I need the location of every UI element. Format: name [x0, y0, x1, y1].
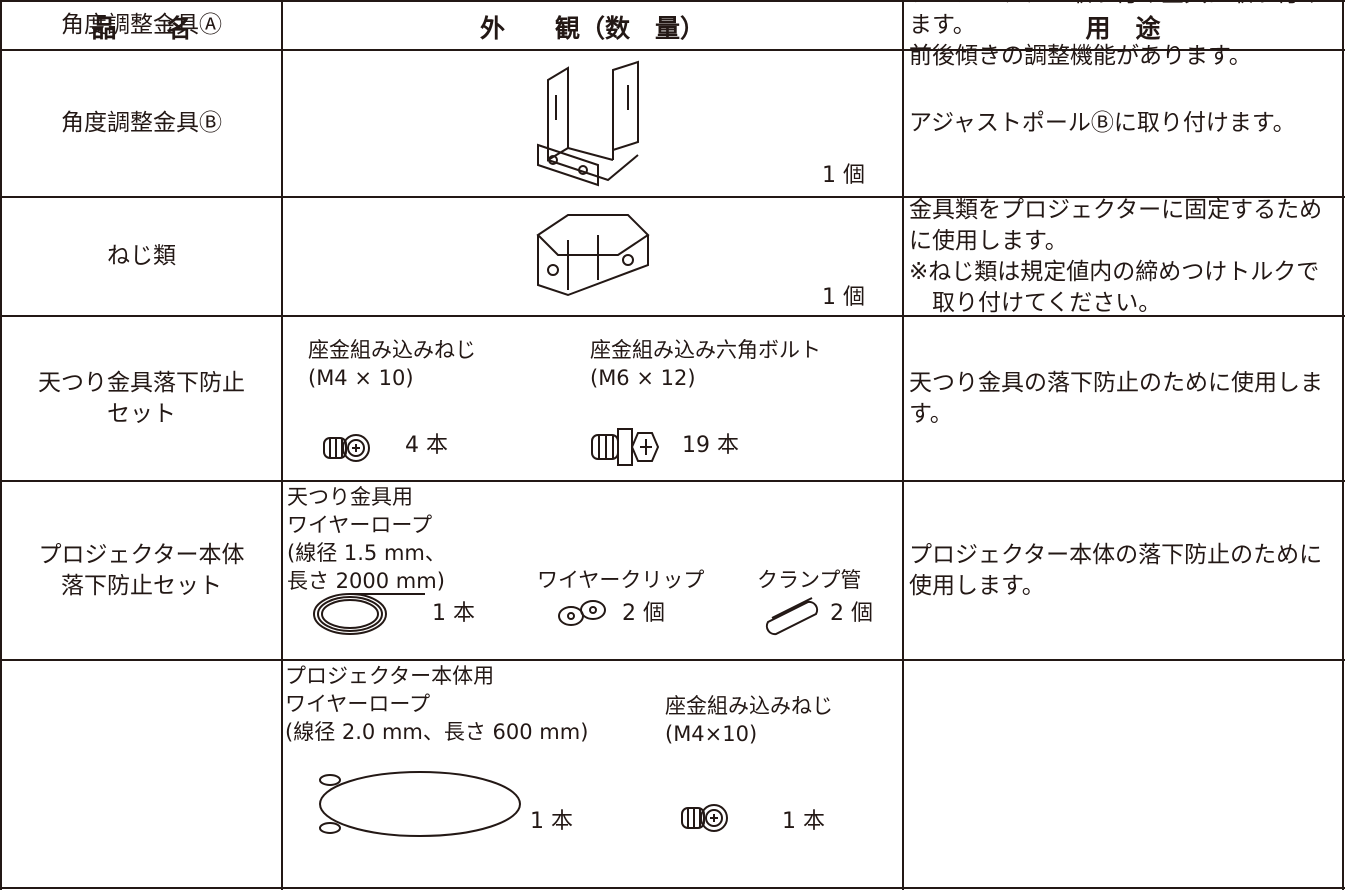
item-label: (線径 2.0 mm、長さ 600 mm) — [285, 720, 589, 744]
name-cell: 角度調整金具Ⓑ — [1, 108, 282, 139]
item-label: ワイヤークリップ — [537, 568, 705, 592]
item-label: 座金組み込みねじ — [665, 694, 833, 718]
item-label: ワイヤーロープ — [285, 692, 431, 716]
column-border — [0, 0, 2, 890]
usage-text: プロジェクター取り付け金具に取り付けます。 — [909, 0, 1322, 38]
name-cell: ねじ類 — [1, 241, 282, 272]
item-quantity: 1 本 — [432, 601, 475, 626]
usage-cell: 金具類をプロジェクターに固定するために使用します。 ※ねじ類は規定値内の締めつけト… — [909, 197, 1335, 316]
screw — [323, 434, 370, 462]
item-label: (M4 × 10) — [308, 366, 414, 390]
item-label: 長さ 2000 mm) — [287, 569, 445, 593]
item-label: 座金組み込みねじ — [308, 338, 476, 362]
column-border — [1342, 0, 1344, 890]
row-border — [0, 196, 1345, 198]
name-cell: 角度調整金具Ⓐ — [1, 10, 282, 41]
row-border — [0, 315, 1345, 317]
item-quantity: 2 個 — [830, 601, 873, 626]
bracket-a — [537, 60, 639, 187]
item-label: プロジェクター本体用 — [285, 664, 495, 688]
item-quantity: 1 個 — [822, 285, 865, 310]
usage-cell: 天つり金具の落下防止のために使用します。 — [909, 316, 1335, 481]
item-name: プロジェクター本体 — [38, 541, 245, 568]
bracket-b — [536, 214, 650, 297]
wire-loop — [319, 771, 521, 837]
usage-text: プロジェクター本体の落下防止のために使用します。 — [909, 541, 1323, 599]
row-border — [0, 480, 1345, 482]
item-quantity: 2 個 — [622, 601, 665, 626]
item-name: 天つり金具落下防止 — [38, 369, 245, 396]
screw — [681, 804, 728, 832]
usage-cell: プロジェクター本体の落下防止のために使用します。 — [909, 481, 1335, 660]
wire-coil — [313, 593, 425, 635]
header-cell: 外 観（数 量） — [479, 14, 705, 43]
item-label: (M4×10) — [665, 722, 758, 746]
usage-text: アジャストポールⒷに取り付けます。 — [909, 110, 1296, 136]
column-border — [281, 0, 283, 890]
item-quantity: 1 個 — [822, 163, 865, 188]
usage-cell: プロジェクター取り付け金具に取り付けます。前後傾きの調整機能があります。 — [909, 0, 1335, 69]
item-label: (線径 1.5 mm、 — [287, 541, 446, 565]
item-quantity: 19 本 — [682, 433, 739, 458]
usage-text: 前後傾きの調整機能があります。 — [909, 43, 1252, 69]
item-label: (M6 × 12) — [590, 366, 696, 390]
item-name: ねじ類 — [107, 243, 176, 269]
item-quantity: 1 本 — [530, 809, 573, 834]
usage-text: 天つり金具の落下防止のために使用します。 — [909, 369, 1323, 427]
header-cell: 用 途 — [1085, 14, 1161, 43]
usage-text: 金具類をプロジェクターに固定するために使用します。 — [909, 196, 1323, 254]
row-border — [0, 887, 1345, 889]
item-name: 角度調整金具Ⓐ — [61, 12, 222, 38]
wire-clip — [558, 600, 606, 626]
header-cell: 品 名 — [91, 14, 192, 43]
row-border — [0, 659, 1345, 661]
clamp-tube — [765, 597, 819, 636]
item-label: クランプ管 — [757, 568, 862, 592]
column-border — [902, 0, 904, 890]
row-border — [0, 49, 1345, 51]
item-quantity: 4 本 — [405, 433, 448, 458]
item-label: ワイヤーロープ — [287, 513, 433, 537]
item-quantity: 1 本 — [782, 809, 825, 834]
item-name: 落下防止セット — [61, 572, 222, 599]
usage-cell: アジャストポールⒷに取り付けます。 — [909, 50, 1335, 197]
name-cell: 天つり金具落下防止 セット — [1, 368, 282, 430]
name-cell: プロジェクター本体 落下防止セット — [1, 540, 282, 602]
row-border — [0, 0, 1345, 2]
item-label: 座金組み込み六角ボルト — [590, 338, 821, 362]
item-name: セット — [107, 400, 176, 427]
hex-bolt — [591, 428, 660, 466]
item-label: 天つり金具用 — [287, 485, 413, 509]
item-name: 角度調整金具Ⓑ — [61, 110, 222, 136]
usage-text: ※ねじ類は規定値内の締めつけトルクで取り付けてください。 — [909, 258, 1320, 316]
